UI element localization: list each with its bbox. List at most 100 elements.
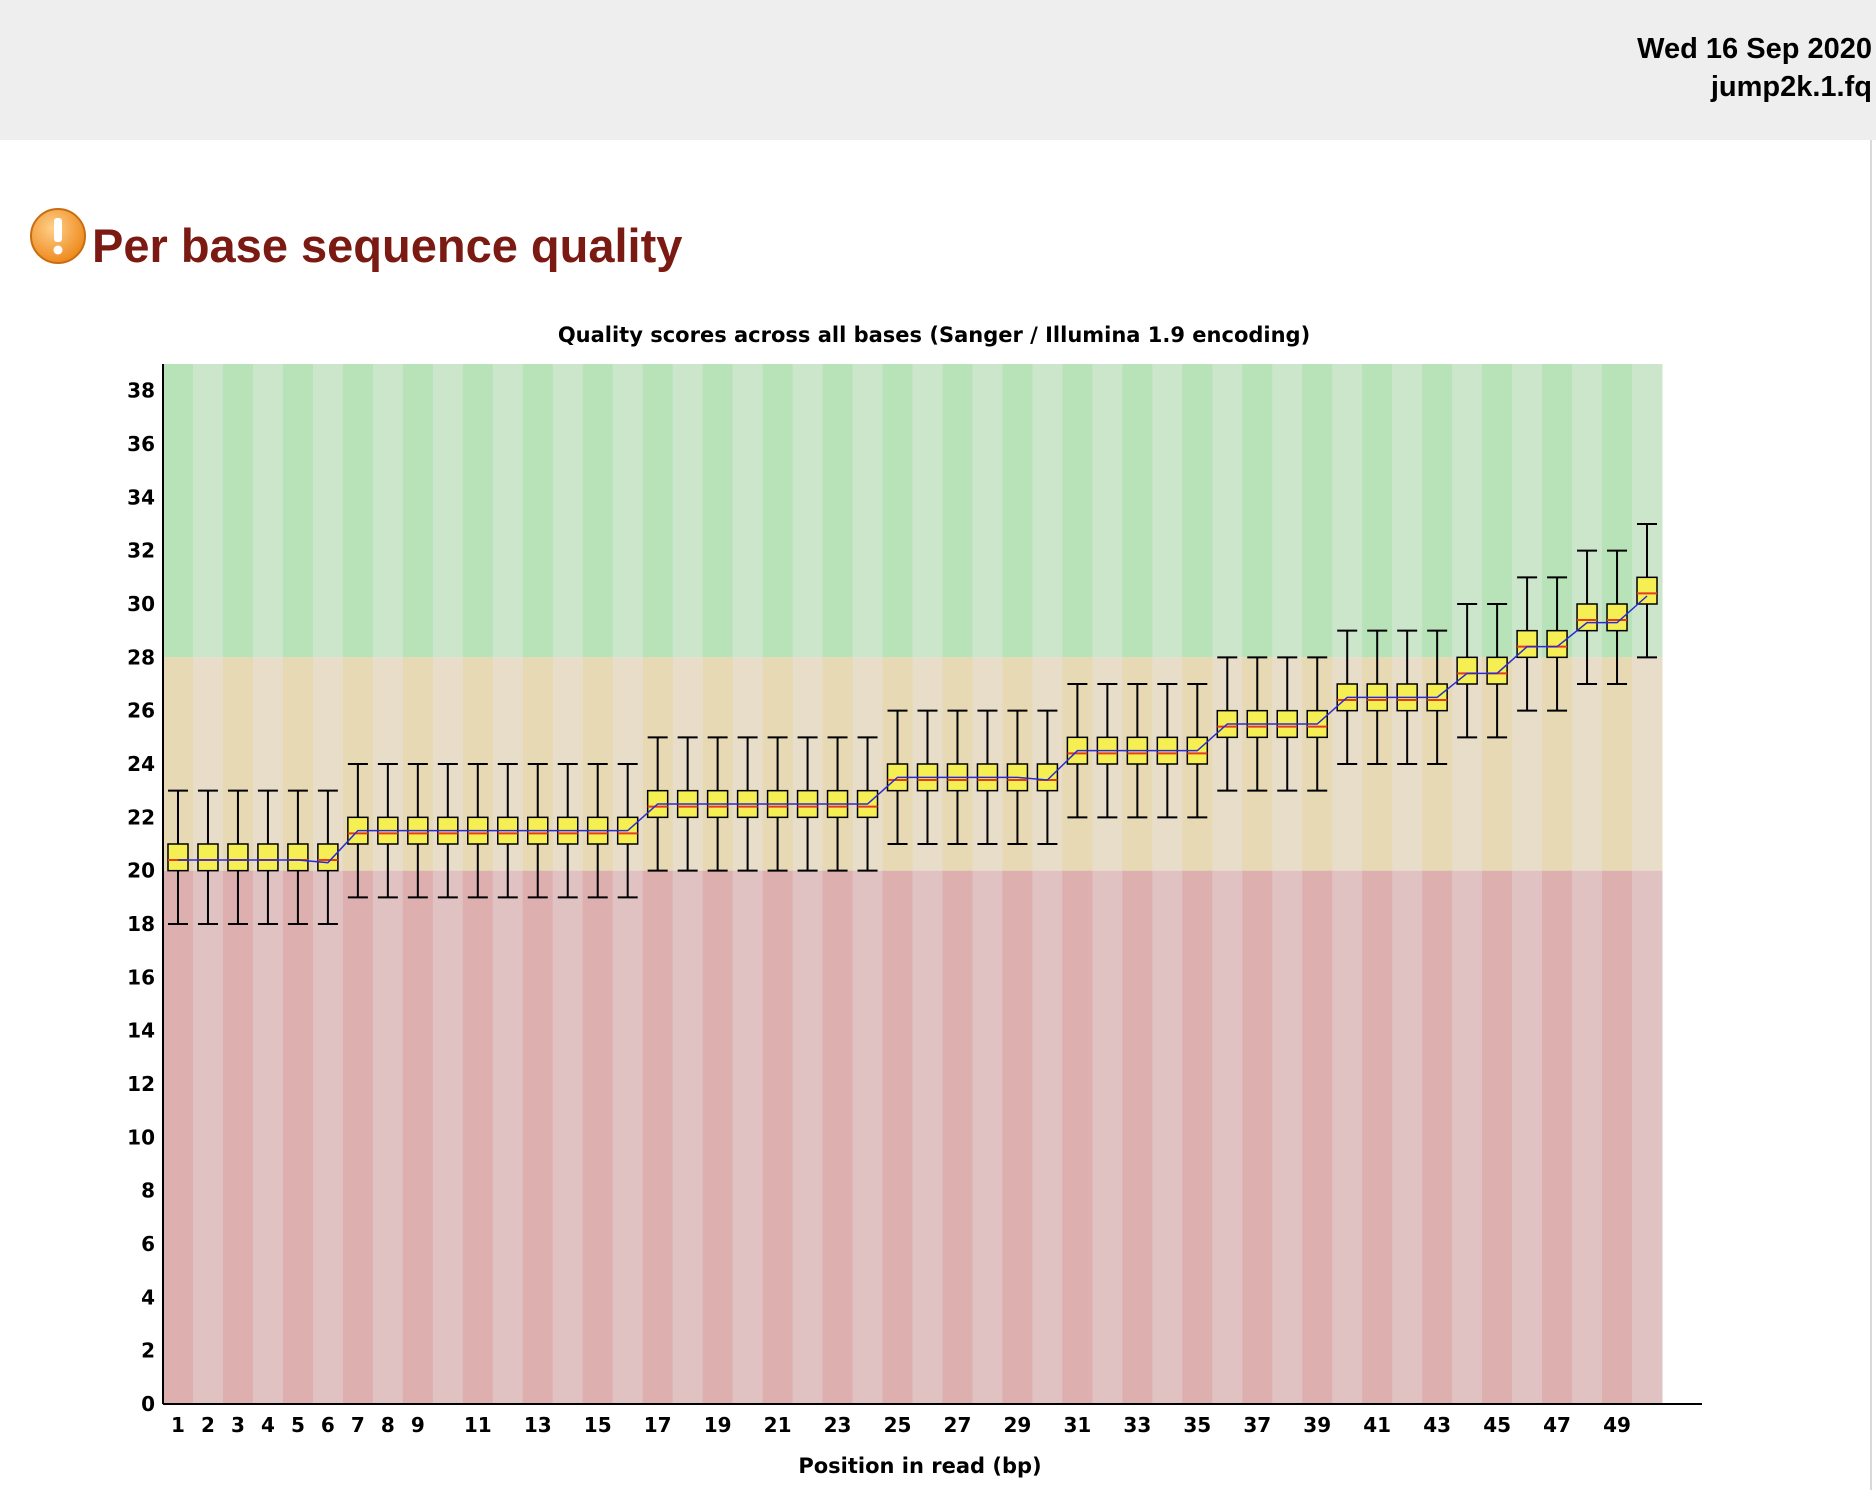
y-tick-label: 14 bbox=[127, 1019, 155, 1043]
x-tick-label: 15 bbox=[584, 1413, 612, 1437]
x-tick-label: 11 bbox=[464, 1413, 492, 1437]
box-plots bbox=[167, 523, 1658, 925]
zone-good-stripe bbox=[882, 364, 913, 658]
x-tick-label: 9 bbox=[411, 1413, 425, 1437]
zone-poor-stripe bbox=[582, 870, 614, 1404]
box bbox=[257, 843, 279, 872]
zone-poor-stripe bbox=[432, 870, 464, 1404]
zone-poor-stripe bbox=[912, 870, 943, 1404]
zone-poor-stripe bbox=[1332, 870, 1363, 1404]
y-tick-label: 24 bbox=[127, 752, 155, 776]
x-tick-label: 21 bbox=[764, 1413, 792, 1437]
zone-poor-stripe bbox=[1632, 870, 1663, 1404]
x-tick-label: 49 bbox=[1603, 1413, 1631, 1437]
zone-poor-stripe bbox=[942, 870, 973, 1404]
zone-poor-stripe bbox=[552, 870, 584, 1404]
zone-good-stripe bbox=[852, 364, 884, 658]
zone-good-stripe bbox=[822, 364, 854, 658]
zone-good-stripe bbox=[642, 364, 674, 658]
y-tick-label: 38 bbox=[127, 379, 155, 403]
zone-poor-stripe bbox=[762, 870, 794, 1404]
zone-poor-stripe bbox=[1482, 870, 1513, 1404]
y-tick-label: 20 bbox=[127, 859, 155, 883]
zone-good-stripe bbox=[672, 364, 704, 658]
y-tick-label: 10 bbox=[127, 1125, 155, 1149]
y-tick-label: 4 bbox=[141, 1285, 155, 1309]
zone-good-stripe bbox=[282, 364, 314, 658]
zone-poor-stripe bbox=[1602, 870, 1633, 1404]
module-title: Per base sequence quality bbox=[92, 218, 683, 272]
zone-poor-stripe bbox=[282, 870, 314, 1404]
y-tick-label: 12 bbox=[127, 1072, 155, 1096]
zone-good-stripe bbox=[252, 364, 284, 658]
zone-good-stripe bbox=[402, 364, 434, 658]
report-info: Wed 16 Sep 2020 jump2k.1.fq bbox=[1637, 30, 1872, 106]
x-tick-label: 1 bbox=[171, 1413, 185, 1437]
y-tick-label: 28 bbox=[127, 645, 155, 669]
x-tick-label: 2 bbox=[201, 1413, 215, 1437]
y-tick-label: 2 bbox=[141, 1339, 155, 1363]
zone-poor-stripe bbox=[1542, 870, 1573, 1404]
x-tick-label: 41 bbox=[1363, 1413, 1391, 1437]
zone-reasonable-stripe bbox=[1572, 657, 1603, 871]
page-divider bbox=[1870, 140, 1872, 1490]
zone-good-stripe bbox=[702, 364, 734, 658]
x-tick-label: 13 bbox=[524, 1413, 552, 1437]
zone-good-stripe bbox=[192, 364, 224, 658]
zone-good-stripe bbox=[1392, 364, 1423, 658]
zone-poor-stripe bbox=[1122, 870, 1153, 1404]
zone-good-stripe bbox=[522, 364, 554, 658]
zone-poor-stripe bbox=[312, 870, 344, 1404]
zone-good-stripe bbox=[1242, 364, 1273, 658]
zone-reasonable-stripe bbox=[1632, 657, 1663, 871]
x-tick-label: 7 bbox=[351, 1413, 365, 1437]
zone-good-stripe bbox=[163, 364, 194, 658]
zone-poor-stripe bbox=[1242, 870, 1273, 1404]
zone-good-stripe bbox=[972, 364, 1003, 658]
zone-good-stripe bbox=[762, 364, 794, 658]
zone-poor-stripe bbox=[672, 870, 704, 1404]
zone-good-stripe bbox=[1152, 364, 1183, 658]
box bbox=[1486, 656, 1508, 685]
zone-poor-stripe bbox=[402, 870, 434, 1404]
box bbox=[1576, 603, 1598, 632]
zone-good-stripe bbox=[1302, 364, 1333, 658]
zone-poor-stripe bbox=[702, 870, 734, 1404]
x-tick-label: 3 bbox=[231, 1413, 245, 1437]
zone-good-stripe bbox=[732, 364, 764, 658]
x-tick-label: 25 bbox=[884, 1413, 912, 1437]
y-tick-label: 16 bbox=[127, 965, 155, 989]
y-tick-label: 30 bbox=[127, 592, 155, 616]
y-tick-label: 36 bbox=[127, 432, 155, 456]
zone-good-stripe bbox=[1002, 364, 1033, 658]
zone-poor-stripe bbox=[1212, 870, 1243, 1404]
x-tick-label: 35 bbox=[1183, 1413, 1211, 1437]
box bbox=[1546, 629, 1568, 659]
x-tick-label: 29 bbox=[1004, 1413, 1032, 1437]
zone-poor-stripe bbox=[252, 870, 284, 1404]
zone-poor-stripe bbox=[852, 870, 884, 1404]
warning-icon bbox=[30, 208, 86, 264]
x-tick-label: 23 bbox=[824, 1413, 852, 1437]
zone-good-stripe bbox=[1272, 364, 1303, 658]
x-tick-label: 8 bbox=[381, 1413, 395, 1437]
x-tick-label: 4 bbox=[261, 1413, 275, 1437]
report-filename: jump2k.1.fq bbox=[1710, 71, 1872, 103]
chart-title: Quality scores across all bases (Sanger … bbox=[558, 323, 1310, 347]
zone-poor-stripe bbox=[1182, 870, 1213, 1404]
zone-poor-stripe bbox=[882, 870, 913, 1404]
report-date: Wed 16 Sep 2020 bbox=[1637, 33, 1872, 65]
zone-good-stripe bbox=[582, 364, 614, 658]
x-tick-label: 6 bbox=[321, 1413, 335, 1437]
zone-reasonable-stripe bbox=[1602, 657, 1633, 871]
module-heading: Per base sequence quality bbox=[28, 208, 683, 280]
zone-poor-stripe bbox=[1512, 870, 1543, 1404]
zone-good-stripe bbox=[222, 364, 254, 658]
box bbox=[167, 843, 189, 872]
y-tick-label: 34 bbox=[127, 485, 155, 509]
y-tick-label: 32 bbox=[127, 539, 155, 563]
zone-good-stripe bbox=[462, 364, 494, 658]
zone-good-stripe bbox=[312, 364, 344, 658]
zone-poor-stripe bbox=[342, 870, 374, 1404]
